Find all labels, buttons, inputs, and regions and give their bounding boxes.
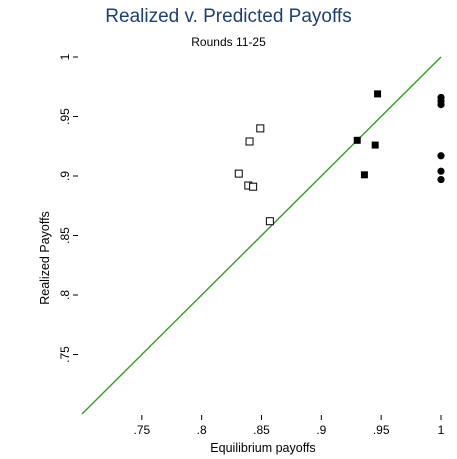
marks-group bbox=[234, 90, 445, 226]
chart-subtitle: Rounds 11-25 bbox=[191, 35, 266, 49]
hollow-square-point bbox=[256, 124, 265, 133]
filled-circle-point bbox=[437, 152, 445, 160]
x-axis-label: Equilibrium payoffs bbox=[210, 441, 315, 455]
x-tick-label: .8 bbox=[197, 423, 207, 437]
hollow-square-point bbox=[265, 217, 274, 226]
filled-circle-point bbox=[437, 167, 445, 175]
filled-square-point bbox=[360, 171, 368, 179]
x-tick-label: 1 bbox=[438, 423, 445, 437]
y-axis-label: Realized Payoffs bbox=[38, 211, 52, 305]
y-tick-label: .9 bbox=[58, 171, 72, 181]
y-tick-label: 1 bbox=[58, 53, 72, 60]
hollow-square-point bbox=[249, 182, 258, 191]
filled-circle-point bbox=[437, 175, 445, 184]
filled-circle-point bbox=[437, 101, 445, 109]
x-tick-label: .9 bbox=[316, 423, 326, 437]
chart-title: Realized v. Predicted Payoffs bbox=[105, 6, 352, 27]
reference-line-group bbox=[81, 56, 442, 415]
filled-square-point bbox=[353, 136, 361, 144]
x-tick-label: .75 bbox=[133, 423, 150, 437]
x-tick-label: .95 bbox=[373, 423, 390, 437]
y-tick-label: .75 bbox=[58, 346, 72, 363]
hollow-square-point bbox=[234, 169, 243, 178]
axes: .75 .8 .85 .9 .95 1 .75 .8 .85 .9 .95 1 bbox=[58, 53, 445, 437]
filled-square-point bbox=[371, 141, 379, 149]
y-tick-label: .85 bbox=[58, 227, 72, 244]
reference-line bbox=[81, 56, 442, 415]
x-tick-label: .85 bbox=[253, 423, 270, 437]
filled-square-point bbox=[374, 90, 382, 98]
hollow-square-point bbox=[245, 137, 254, 146]
y-tick-label: .95 bbox=[58, 108, 72, 125]
y-tick-label: .8 bbox=[58, 290, 72, 300]
